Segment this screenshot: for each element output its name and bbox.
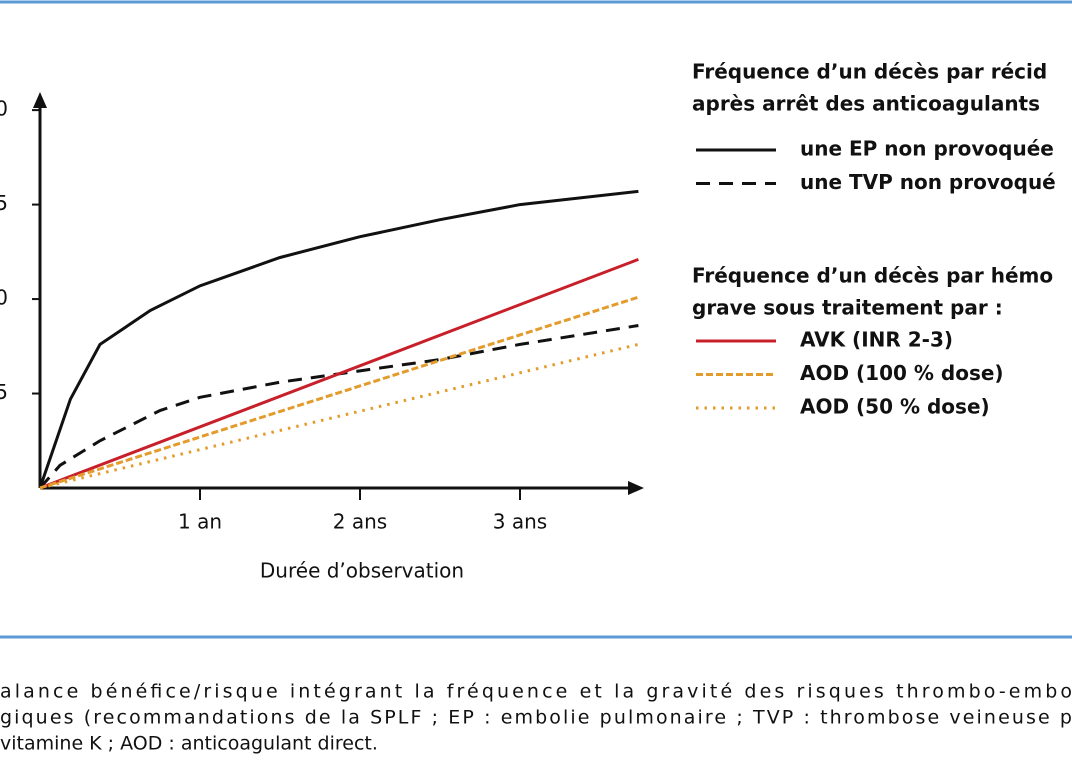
x-tick-label: 1 an	[178, 510, 222, 534]
series-line	[38, 189, 639, 489]
series-line	[39, 295, 639, 490]
x-tick-label: 3 ans	[493, 510, 547, 534]
legend-label: une EP non provoquée	[800, 137, 1054, 161]
series-line	[39, 257, 639, 490]
legend-label: AOD (50 % dose)	[800, 395, 990, 419]
series-line	[38, 324, 639, 489]
legend-title: après arrêt des anticoagulants	[692, 92, 1040, 116]
legend-label: AOD (100 % dose)	[800, 361, 1004, 385]
legend-label: une TVP non provoqué	[800, 170, 1056, 194]
legend-title: Fréquence d’un décès par récid	[692, 60, 1047, 84]
caption-line: giques (recommandations de la SPLF ; EP …	[0, 707, 1072, 729]
legend-title: grave sous traitement par :	[692, 296, 1003, 320]
y-tick-label: 5	[0, 380, 8, 404]
y-axis-arrow	[33, 92, 47, 108]
x-axis-arrow	[628, 481, 644, 495]
y-tick-label: 0	[0, 286, 8, 310]
x-axis-label: Durée d’observation	[260, 559, 464, 583]
caption-line: alance bénéfice/risque intégrant la fréq…	[0, 681, 1072, 703]
legend-title: Fréquence d’un décès par hémo	[692, 264, 1053, 288]
y-tick-label: 0	[0, 97, 8, 121]
series-line	[39, 342, 639, 490]
caption-line: vitamine K ; AOD : anticoagulant direct.	[0, 733, 378, 755]
y-tick-label: 5	[0, 191, 8, 215]
x-tick-label: 2 ans	[333, 510, 387, 534]
legend-label: AVK (INR 2-3)	[800, 328, 953, 352]
